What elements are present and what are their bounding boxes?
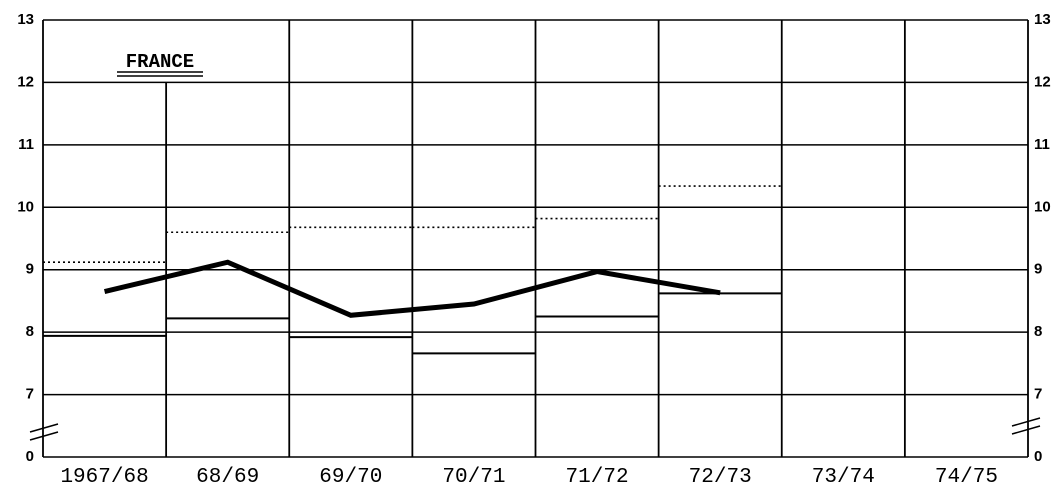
y-tick-label: 8: [26, 323, 34, 340]
x-tick-label: 73/74: [812, 466, 875, 489]
x-tick-label: 69/70: [319, 466, 382, 489]
y-tick-label-right: 13: [1034, 11, 1051, 28]
y-tick-label-right: 10: [1034, 198, 1051, 215]
x-tick-label: 70/71: [442, 466, 505, 489]
chart-title: FRANCE: [126, 51, 194, 73]
y-tick-label: 0: [26, 448, 34, 465]
y-tick-label: 11: [18, 136, 34, 153]
y-tick-label: 9: [26, 261, 34, 278]
y-tick-label: 10: [17, 198, 34, 215]
y-tick-label-right: 11: [1034, 136, 1050, 153]
axis-break-left: [29, 423, 59, 441]
y-tick-label: 13: [17, 11, 34, 28]
y-tick-label-right: 0: [1034, 448, 1042, 465]
y-tick-label-right: 8: [1034, 323, 1042, 340]
y-tick-label: 7: [26, 386, 34, 403]
y-tick-label-right: 9: [1034, 261, 1042, 278]
x-tick-label: 68/69: [196, 466, 259, 489]
x-tick-label: 71/72: [566, 466, 629, 489]
axis-break-right: [1011, 417, 1041, 435]
x-tick-label: 1967/68: [60, 466, 148, 489]
y-tick-label: 12: [17, 73, 34, 90]
x-tick-label: 72/73: [689, 466, 752, 489]
y-tick-label-right: 7: [1034, 386, 1042, 403]
x-tick-label: 74/75: [935, 466, 998, 489]
line-series: [103, 259, 721, 318]
y-tick-label-right: 12: [1034, 73, 1051, 90]
